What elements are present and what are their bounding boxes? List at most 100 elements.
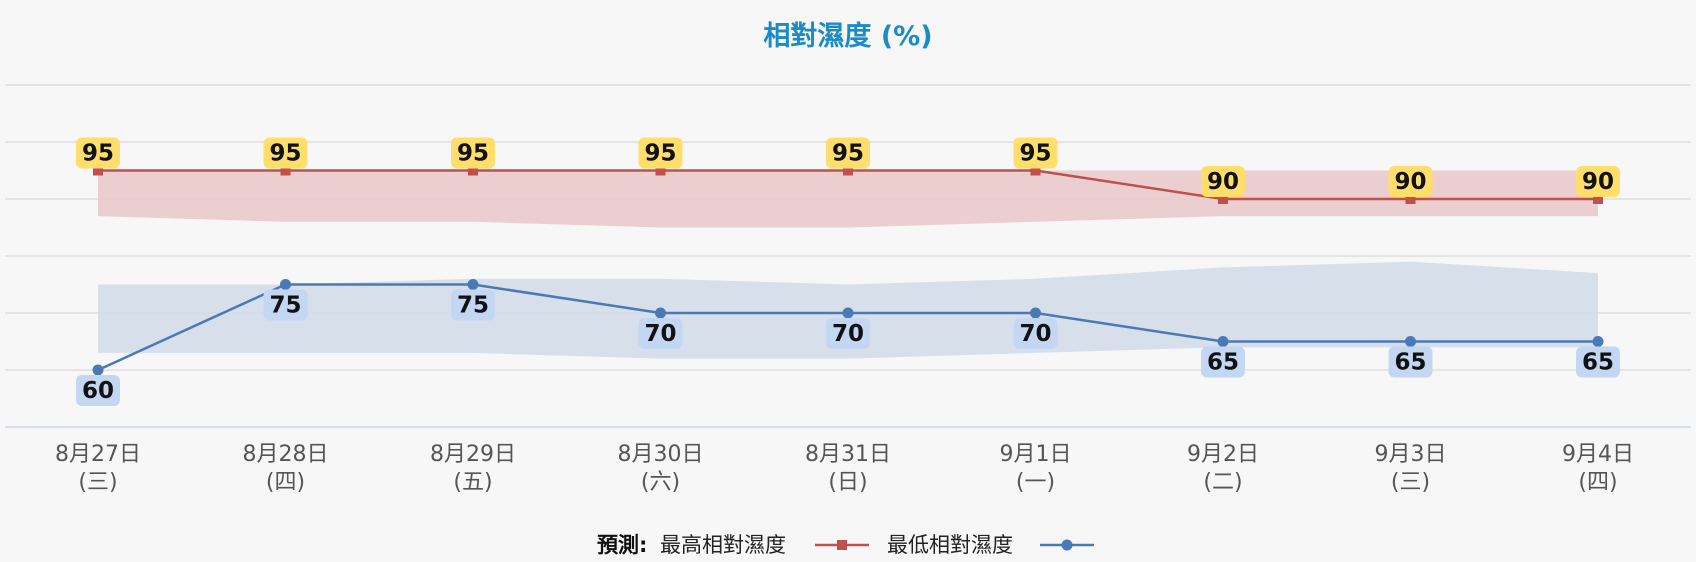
data-label-bg bbox=[263, 137, 308, 169]
x-tick-label-weekday: (五) bbox=[453, 470, 492, 495]
marker-min bbox=[655, 307, 666, 319]
x-tick-label-weekday: (四) bbox=[1578, 470, 1617, 495]
marker-max bbox=[1218, 194, 1228, 204]
data-label-text: 70 bbox=[832, 321, 864, 347]
x-tick-label-weekday: (三) bbox=[78, 470, 117, 495]
marker-max bbox=[280, 165, 291, 176]
data-label-min: 65 bbox=[1201, 346, 1245, 378]
x-tick-label-date: 8月29日 bbox=[430, 442, 516, 467]
marker-min bbox=[1030, 307, 1041, 319]
data-label-max: 90 bbox=[1576, 166, 1620, 197]
data-label-text: 95 bbox=[1019, 141, 1051, 167]
x-tick-label-date: 9月3日 bbox=[1375, 442, 1447, 467]
data-label-text: 70 bbox=[1019, 321, 1051, 347]
data-labels: 95 95 95 95 95 95 90 90 90 60 75 75 70 70 70 65 65 65 bbox=[76, 137, 1620, 406]
data-label-max: 95 bbox=[263, 137, 308, 169]
marker-max bbox=[1405, 194, 1416, 204]
marker-min bbox=[92, 364, 104, 376]
marker-max bbox=[468, 165, 478, 176]
data-label-max: 95 bbox=[1013, 137, 1058, 169]
data-label-max: 95 bbox=[826, 137, 870, 169]
x-tick-label-weekday: (四) bbox=[266, 470, 305, 495]
data-label-bg bbox=[451, 137, 495, 169]
data-label-bg bbox=[638, 318, 683, 349]
data-label-bg bbox=[1201, 346, 1245, 378]
marker-max bbox=[1030, 165, 1041, 176]
legend-symbol-max bbox=[815, 540, 869, 550]
marker-min bbox=[1405, 336, 1416, 347]
legend-label-min: 最低相對濕度 bbox=[887, 533, 1013, 557]
data-label-bg bbox=[826, 137, 870, 169]
data-label-bg bbox=[1388, 346, 1433, 378]
data-label-text: 75 bbox=[457, 293, 489, 319]
gridlines bbox=[5, 84, 1691, 428]
x-tick-label-date: 9月4日 bbox=[1562, 442, 1634, 467]
data-label-text: 75 bbox=[269, 293, 301, 319]
data-label-max: 95 bbox=[638, 137, 683, 169]
data-label-bg bbox=[76, 375, 120, 406]
marker-max bbox=[93, 165, 103, 176]
data-label-max: 95 bbox=[76, 137, 120, 169]
legend-prefix: 預測: bbox=[597, 533, 647, 557]
data-label-text: 90 bbox=[1582, 169, 1614, 195]
data-label-min: 75 bbox=[263, 289, 308, 321]
marker-min bbox=[467, 279, 479, 290]
data-label-text: 90 bbox=[1394, 169, 1426, 195]
series-markers bbox=[92, 165, 1604, 376]
data-label-text: 95 bbox=[832, 141, 864, 167]
data-label-text: 65 bbox=[1582, 350, 1614, 376]
data-label-bg bbox=[1201, 166, 1245, 197]
data-label-text: 65 bbox=[1394, 350, 1426, 376]
data-label-min: 70 bbox=[826, 318, 870, 349]
data-label-min: 70 bbox=[1013, 318, 1058, 349]
x-tick-label-date: 8月28日 bbox=[243, 442, 329, 467]
x-tick-label-weekday: (日) bbox=[828, 470, 867, 495]
data-label-max: 90 bbox=[1201, 166, 1245, 197]
legend-marker-max bbox=[837, 540, 847, 550]
data-label-max: 90 bbox=[1388, 166, 1433, 197]
x-tick-label-date: 8月30日 bbox=[618, 442, 704, 467]
data-label-text: 95 bbox=[269, 141, 301, 167]
data-label-bg bbox=[826, 318, 870, 349]
marker-min bbox=[1592, 336, 1604, 347]
data-label-bg bbox=[1013, 137, 1058, 169]
x-tick-label-date: 8月31日 bbox=[805, 442, 891, 467]
data-label-text: 95 bbox=[82, 141, 114, 167]
data-label-min: 60 bbox=[76, 375, 120, 406]
marker-min bbox=[1217, 336, 1229, 347]
data-label-text: 95 bbox=[457, 141, 489, 167]
data-label-bg bbox=[1576, 166, 1620, 197]
legend-symbol-min bbox=[1040, 539, 1094, 551]
marker-max bbox=[843, 165, 853, 176]
marker-min bbox=[280, 279, 291, 290]
data-label-text: 70 bbox=[644, 321, 676, 347]
data-label-text: 95 bbox=[644, 141, 676, 167]
data-label-bg bbox=[451, 289, 495, 321]
data-label-bg bbox=[263, 289, 308, 321]
data-label-text: 65 bbox=[1207, 350, 1239, 376]
data-label-max: 95 bbox=[451, 137, 495, 169]
data-label-bg bbox=[1388, 166, 1433, 197]
data-label-min: 75 bbox=[451, 289, 495, 321]
data-label-min: 65 bbox=[1576, 346, 1620, 378]
marker-max bbox=[655, 165, 666, 176]
x-tick-label-date: 9月1日 bbox=[1000, 442, 1072, 467]
data-label-bg bbox=[1576, 346, 1620, 378]
x-tick-label-weekday: (六) bbox=[641, 470, 680, 495]
data-label-bg bbox=[1013, 318, 1058, 349]
chart-title: 相對濕度 (%) bbox=[763, 20, 932, 52]
marker-min bbox=[842, 307, 854, 319]
x-tick-label-weekday: (二) bbox=[1203, 470, 1242, 495]
marker-max bbox=[1593, 194, 1603, 204]
data-label-bg bbox=[76, 137, 120, 169]
legend-marker-min bbox=[1061, 539, 1073, 551]
data-label-text: 60 bbox=[82, 378, 114, 404]
x-tick-label-weekday: (三) bbox=[1391, 470, 1430, 495]
x-tick-label-date: 9月2日 bbox=[1187, 442, 1259, 467]
legend-label-max: 最高相對濕度 bbox=[660, 533, 786, 557]
data-label-min: 70 bbox=[638, 318, 683, 349]
x-tick-label-weekday: (一) bbox=[1016, 470, 1055, 495]
x-tick-label-date: 8月27日 bbox=[55, 442, 141, 467]
legend: 預測: 最高相對濕度 最低相對濕度 bbox=[597, 533, 1094, 557]
